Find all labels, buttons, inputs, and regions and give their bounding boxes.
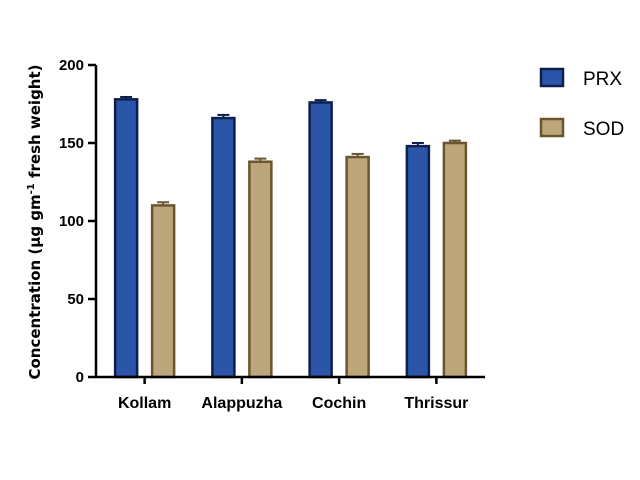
x-tick-label: Thrissur (404, 395, 468, 412)
x-tick-label: Alappuzha (201, 395, 282, 412)
bars (113, 95, 468, 379)
y-tick-label: 200 (59, 57, 84, 74)
y-tick-label: 100 (59, 213, 84, 230)
bar-prx-cochin (308, 101, 333, 379)
bar-prx-alappuzha (211, 116, 236, 379)
bar-sod-kollam (150, 204, 176, 379)
bar-prx-thrissur (405, 144, 431, 379)
y-axis-title-suffix: fresh weight) (26, 64, 44, 183)
x-axis: Kollam Alappuzha Cochin Thrissur (95, 375, 485, 412)
legend-swatch-sod (539, 117, 565, 138)
bar-sod-cochin (345, 155, 370, 379)
bar-prx-kollam (113, 98, 139, 379)
y-tick-label: 50 (67, 291, 84, 308)
bar-sod-thrissur (442, 141, 468, 379)
x-tick-label: Kollam (118, 395, 171, 412)
y-axis: 0 50 100 150 200 (59, 57, 98, 386)
x-tick-label: Cochin (312, 395, 366, 412)
legend-swatch-prx (539, 67, 565, 88)
bar-sod-alappuzha (248, 160, 273, 379)
y-tick-label: 0 (76, 369, 84, 386)
y-tick-label: 150 (59, 135, 84, 152)
y-axis-title-prefix: Concentration (µg gm (26, 194, 44, 379)
y-axis-title: Concentration (µg gm-1 fresh weight) (26, 64, 44, 379)
legend-label-sod: SOD (583, 119, 624, 140)
y-axis-title-superscript: -1 (26, 183, 37, 194)
legend: PRX SOD (539, 67, 624, 140)
legend-label-prx: PRX (583, 69, 622, 90)
